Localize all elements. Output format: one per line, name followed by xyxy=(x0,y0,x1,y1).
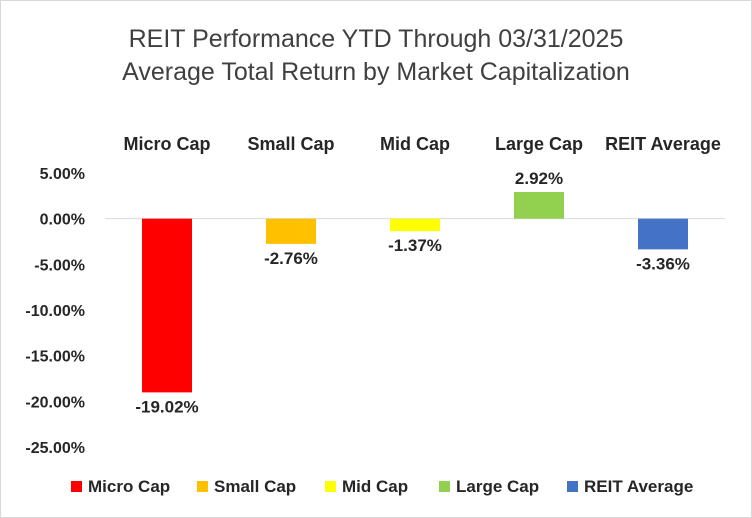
bars xyxy=(142,191,688,393)
y-tick-label: -15.00% xyxy=(25,349,85,366)
legend-label: Micro Cap xyxy=(88,477,170,496)
data-labels: -19.02% -2.76% -1.37% 2.92% -3.36% xyxy=(135,169,690,416)
y-tick-label: -10.00% xyxy=(25,303,85,320)
y-tick-label: 0.00% xyxy=(40,212,85,229)
data-label: -2.76% xyxy=(264,249,318,268)
legend: Micro Cap Small Cap Mid Cap Large Cap REIT A… xyxy=(71,477,693,496)
bar-mid-cap xyxy=(390,218,440,232)
bar-reit-average xyxy=(638,218,688,250)
data-label: -19.02% xyxy=(135,397,198,416)
category-labels: Micro Cap Small Cap Mid Cap Large Cap REIT A… xyxy=(123,134,720,154)
legend-label: Small Cap xyxy=(214,477,296,496)
data-label: -3.36% xyxy=(636,254,690,273)
legend-swatch xyxy=(439,481,450,492)
category-label: REIT Average xyxy=(605,134,721,154)
legend-label: Large Cap xyxy=(456,477,539,496)
legend-label: REIT Average xyxy=(584,477,693,496)
data-label: -1.37% xyxy=(388,236,442,255)
legend-label: Mid Cap xyxy=(342,477,408,496)
y-tick-label: -20.00% xyxy=(25,394,85,411)
category-label: Large Cap xyxy=(495,134,583,154)
y-axis: 5.00% 0.00% -5.00% -10.00% -15.00% -20.00% -25… xyxy=(25,166,85,457)
legend-swatch xyxy=(197,481,208,492)
category-label: Micro Cap xyxy=(123,134,210,154)
legend-swatch xyxy=(71,481,82,492)
category-label: Mid Cap xyxy=(380,134,450,154)
bar-small-cap xyxy=(266,218,316,244)
y-tick-label: -25.00% xyxy=(25,440,85,457)
y-tick-label: -5.00% xyxy=(34,257,85,274)
chart-title: REIT Performance YTD Through 03/31/2025 xyxy=(129,25,624,53)
legend-swatch xyxy=(325,481,336,492)
data-label: 2.92% xyxy=(515,169,563,188)
bar-micro-cap xyxy=(142,218,192,393)
legend-swatch xyxy=(567,481,578,492)
y-tick-label: 5.00% xyxy=(40,166,85,183)
category-label: Small Cap xyxy=(247,134,334,154)
chart-subtitle: Average Total Return by Market Capitaliz… xyxy=(122,58,630,86)
bar-large-cap xyxy=(514,191,564,219)
